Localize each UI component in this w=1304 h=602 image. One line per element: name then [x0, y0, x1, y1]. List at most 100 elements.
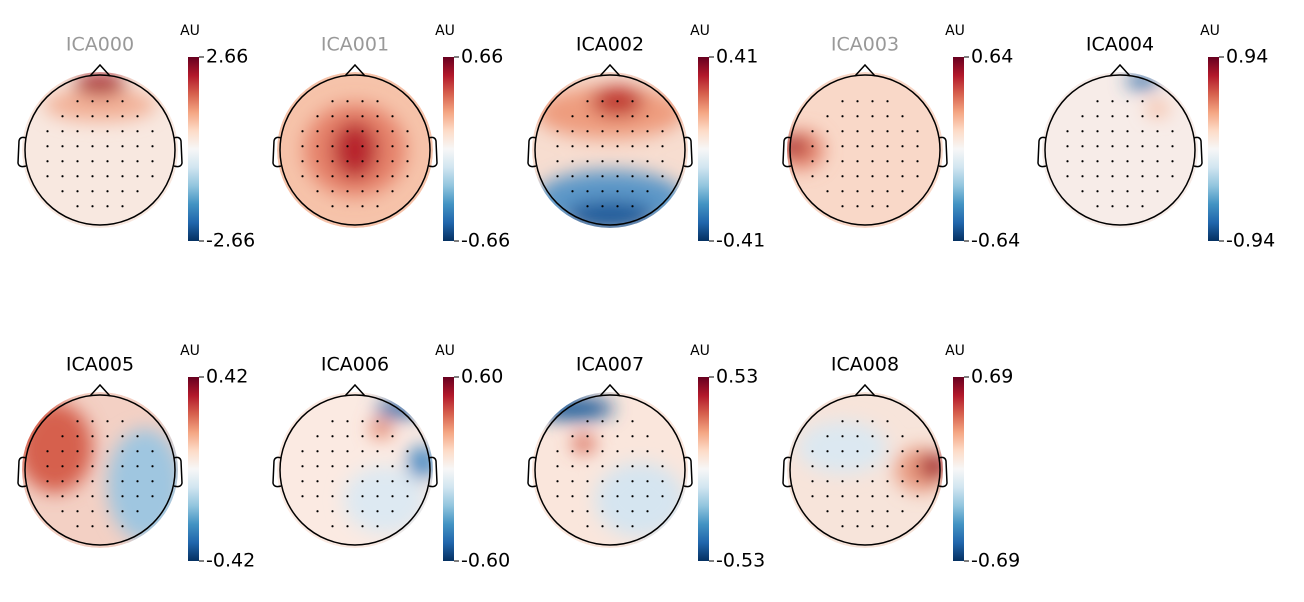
sensor [856, 130, 859, 133]
sensor [1126, 190, 1129, 193]
sensor [916, 160, 919, 163]
sensor [871, 130, 874, 133]
sensor [61, 130, 64, 133]
sensor [121, 205, 124, 208]
sensor [586, 435, 589, 438]
sensor [346, 145, 349, 148]
sensor [76, 115, 79, 118]
sensor [1156, 160, 1159, 163]
sensor [406, 175, 409, 178]
panel-title: ICA006 [321, 354, 389, 376]
sensor [631, 145, 634, 148]
nose [89, 383, 111, 397]
sensor [61, 510, 64, 513]
sensor [616, 420, 619, 423]
sensor [886, 450, 889, 453]
sensor [151, 495, 154, 498]
sensor [826, 435, 829, 438]
sensor [556, 450, 559, 453]
sensor [76, 205, 79, 208]
colorbar [698, 57, 709, 241]
sensor [886, 130, 889, 133]
sensor [361, 450, 364, 453]
sensor [76, 465, 79, 468]
colorbar-tick-label: 0.69 [971, 366, 1013, 388]
sensor [1081, 175, 1084, 178]
sensor [1111, 160, 1114, 163]
sensor [901, 115, 904, 118]
sensor [886, 160, 889, 163]
sensor [1081, 115, 1084, 118]
sensor [406, 480, 409, 483]
sensor [571, 145, 574, 148]
sensor [901, 435, 904, 438]
sensor [376, 190, 379, 193]
sensor [61, 450, 64, 453]
sensor [1111, 175, 1114, 178]
sensor [871, 510, 874, 513]
sensor [361, 435, 364, 438]
sensor [571, 115, 574, 118]
sensor [826, 450, 829, 453]
nose [854, 63, 876, 77]
field-blob [1146, 101, 1169, 117]
left-ear [782, 136, 792, 168]
sensor [556, 495, 559, 498]
sensor [376, 450, 379, 453]
sensor [631, 480, 634, 483]
sensor [316, 160, 319, 163]
nose [344, 63, 366, 77]
sensor [76, 100, 79, 103]
sensor [316, 145, 319, 148]
colorbar-tick-label: -0.42 [206, 550, 255, 572]
sensor [136, 130, 139, 133]
sensor [151, 175, 154, 178]
sensor [556, 175, 559, 178]
sensor [331, 100, 334, 103]
sensor [121, 435, 124, 438]
sensor [376, 115, 379, 118]
sensor [316, 115, 319, 118]
sensor [1096, 100, 1099, 103]
sensor [346, 495, 349, 498]
sensor [586, 115, 589, 118]
sensor [841, 100, 844, 103]
sensor [136, 175, 139, 178]
sensor [631, 100, 634, 103]
sensor [631, 435, 634, 438]
sensor [886, 205, 889, 208]
head-outline [279, 74, 431, 226]
sensor [316, 480, 319, 483]
sensor [646, 130, 649, 133]
sensor [886, 175, 889, 178]
right-ear [938, 456, 948, 488]
sensor [661, 465, 664, 468]
colorbar-label: AU [1200, 23, 1220, 39]
sensor [856, 420, 859, 423]
sensor [406, 145, 409, 148]
sensor [841, 450, 844, 453]
colorbar-tick-label: -0.66 [461, 230, 510, 252]
sensor [136, 115, 139, 118]
sensor [376, 525, 379, 528]
field-blob [43, 88, 157, 122]
sensor [916, 145, 919, 148]
sensor [46, 175, 49, 178]
sensor [361, 465, 364, 468]
sensor [841, 130, 844, 133]
field [22, 392, 178, 548]
sensor [841, 420, 844, 423]
sensor [361, 145, 364, 148]
sensor [1126, 115, 1129, 118]
sensor [631, 175, 634, 178]
sensor [136, 480, 139, 483]
sensor [856, 175, 859, 178]
sensor [1141, 160, 1144, 163]
sensor [601, 465, 604, 468]
sensor [811, 480, 814, 483]
sensor [1141, 130, 1144, 133]
sensor [631, 190, 634, 193]
colorbar-tick-label: 0.64 [971, 46, 1013, 68]
sensor [316, 435, 319, 438]
sensor [856, 495, 859, 498]
